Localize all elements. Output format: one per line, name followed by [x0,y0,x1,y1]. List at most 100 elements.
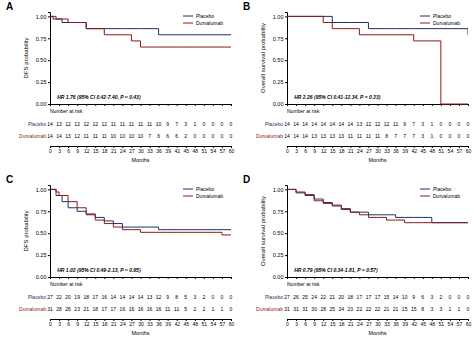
risk-number: 10 [138,133,144,139]
x-tick [204,277,205,279]
x-tick: 33 [384,319,390,327]
risk-number: 0 [467,306,470,312]
x-axis [51,104,232,106]
x-tick-mark [86,104,87,106]
y-tick: 0.75 [273,209,287,215]
x-tick: 51 [202,319,208,327]
x-tick-label: 33 [147,148,153,154]
risk-number: 9 [403,121,406,127]
risk-number: 21 [384,306,390,312]
x-tick: 24 [120,146,126,154]
x-tick-label: 0 [286,148,289,154]
x-tick [432,277,433,279]
x-tick: 42 [174,319,180,327]
x-tick-label: 51 [439,321,445,327]
risk-number: 1 [430,133,433,139]
x-tick [195,277,196,279]
risk-number: 9 [166,294,169,300]
x-tick-label: 42 [411,148,417,154]
risk-number: 0 [449,121,452,127]
risk-number: 11 [102,133,107,139]
risk-number: 17 [111,306,117,312]
x-tick-mark [414,104,415,106]
panel: 0.000.250.500.751.00HR 2.26 (95% CI 0.41… [243,1,471,163]
x-tick-label: 45 [183,148,189,154]
panel: 0.000.250.500.751.00HR 0.79 (95% CI 0.34… [243,174,471,336]
x-tick: 24 [357,146,363,154]
x-tick [86,277,87,279]
x-tick [168,277,169,279]
x-tick-label: 51 [202,148,208,154]
x-tick: 21 [111,146,117,154]
y-tick-label: 0.25 [273,252,284,258]
x-tick-mark [177,104,178,106]
risk-table: Number at riskPlacebo1413121212121211111… [19,108,233,139]
risk-number: 16 [156,306,162,312]
x-tick-mark [231,277,232,279]
x-tick-mark [141,277,142,279]
x-tick-label: 9 [76,148,79,154]
x-tick-label: 15 [93,148,99,154]
x-tick-label: 6 [67,148,70,154]
x-tick [141,104,142,106]
x-tick: 27 [366,146,372,154]
x-tick-mark [387,104,388,106]
x-tick: 6 [304,146,307,154]
risk-number: 0 [449,294,452,300]
risk-number: 3 [184,121,187,127]
x-tick: 9 [76,146,79,154]
x-axis-title: Months [368,157,386,163]
x-tick-mark [314,104,315,106]
x-tick [314,104,315,106]
x-tick [341,104,342,106]
x-tick-mark [396,277,397,279]
x-tick-mark [378,104,379,106]
risk-number: 14 [120,294,126,300]
x-tick [204,104,205,106]
x-tick-label: 60 [466,148,472,154]
risk-number: 30 [311,306,317,312]
y-tick-mark [285,38,287,39]
legend-swatch [420,23,430,24]
y-tick: 0.75 [36,36,50,42]
y-tick-mark [48,16,50,17]
x-tick [387,104,388,106]
x-tick [305,104,306,106]
x-tick [59,104,60,106]
x-tick: 57 [220,319,226,327]
x-tick [213,104,214,106]
risk-number: 17 [375,294,381,300]
x-tick: 48 [430,319,436,327]
risk-number: 0 [439,121,442,127]
x-tick [50,277,51,279]
risk-number: 22 [56,294,62,300]
x-tick-mark [323,104,324,106]
legend-label: Durvalumab [433,193,460,199]
risk-number: 9 [412,294,415,300]
x-tick: 57 [457,146,463,154]
x-tick: 0 [49,319,52,327]
x-tick-label: 0 [49,321,52,327]
y-tick-mark [285,104,287,105]
x-tick [77,277,78,279]
y-tick: 0.25 [36,252,50,258]
x-tick: 6 [67,146,70,154]
risk-row-label: Placebo [28,294,46,300]
risk-number: 14 [56,133,62,139]
x-tick-label: 9 [313,321,316,327]
x-tick [131,277,132,279]
risk-number: 15 [384,294,390,300]
x-tick [468,104,469,106]
x-tick-mark [213,277,214,279]
risk-number: 22 [357,306,363,312]
risk-number: 7 [175,121,178,127]
x-tick [186,277,187,279]
risk-number: 3 [430,306,433,312]
risk-number: 14 [302,133,308,139]
x-tick: 57 [220,146,226,154]
y-tick-mark [48,60,50,61]
x-tick-mark [95,277,96,279]
risk-number: 11 [129,121,134,127]
legend-swatch [183,196,193,197]
x-tick: 51 [439,319,445,327]
